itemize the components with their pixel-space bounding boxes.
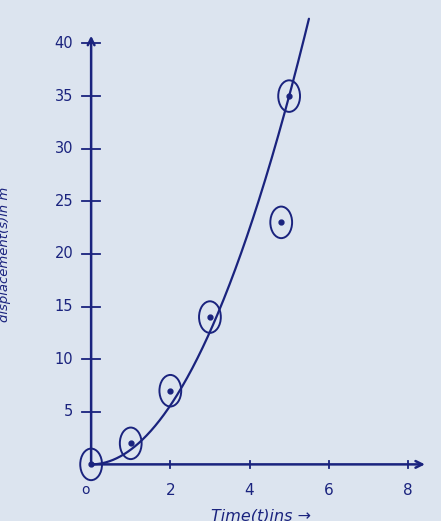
Text: 8: 8 (403, 483, 413, 498)
Text: 20: 20 (55, 246, 73, 262)
Text: 4: 4 (245, 483, 254, 498)
Text: 30: 30 (55, 141, 73, 156)
Text: 25: 25 (55, 194, 73, 209)
Text: displacement(s)in m: displacement(s)in m (0, 187, 11, 321)
Text: o: o (81, 483, 90, 498)
Text: 15: 15 (55, 299, 73, 314)
Text: 40: 40 (55, 36, 73, 51)
Text: 10: 10 (55, 352, 73, 367)
Text: 6: 6 (324, 483, 333, 498)
Text: 2: 2 (165, 483, 175, 498)
Text: 5: 5 (64, 404, 73, 419)
Text: 35: 35 (55, 89, 73, 104)
Text: Time(t)ins →: Time(t)ins → (211, 508, 311, 521)
